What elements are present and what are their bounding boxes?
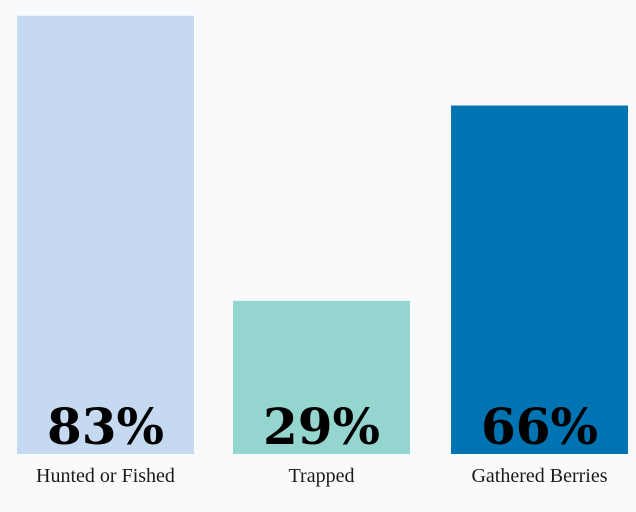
value-label-gathered-berries: 66% [481, 397, 598, 456]
bar-gathered-berries [451, 105, 628, 455]
bars-group [17, 15, 628, 455]
category-label-hunted-or-fished: Hunted or Fished [36, 465, 175, 487]
category-labels-group: Hunted or Fished Trapped Gathered Berries [36, 465, 608, 487]
bar-hunted-or-fished [17, 15, 194, 454]
value-label-trapped: 29% [263, 397, 380, 456]
category-label-gathered-berries: Gathered Berries [471, 465, 607, 487]
value-labels-group: 83% 29% 66% [47, 397, 598, 456]
bar-trapped [233, 300, 410, 454]
category-label-trapped: Trapped [289, 465, 355, 487]
value-label-hunted-or-fished: 83% [47, 397, 164, 456]
